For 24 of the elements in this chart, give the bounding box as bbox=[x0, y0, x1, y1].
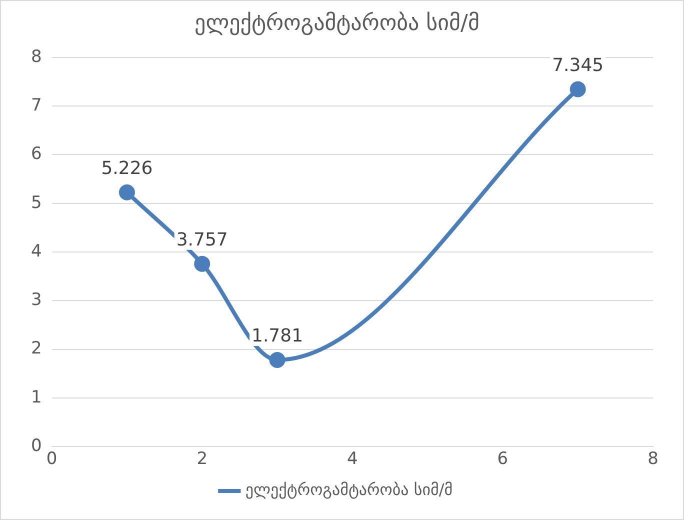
y-tick-label: 3 bbox=[30, 290, 42, 310]
y-tick-label: 6 bbox=[30, 144, 42, 164]
y-tick-label: 1 bbox=[30, 387, 42, 408]
y-tick-label: 8 bbox=[30, 46, 42, 67]
x-tick-label: 2 bbox=[196, 449, 208, 470]
point bbox=[570, 81, 586, 98]
data-label: 3.757 bbox=[176, 229, 228, 250]
y-tick-label: 5 bbox=[30, 192, 42, 213]
y-tick-label: 0 bbox=[30, 436, 42, 456]
legend-label: ელექტროგამტარობა სიმ/მ bbox=[245, 480, 453, 500]
y-tick-label: 7 bbox=[30, 95, 42, 116]
point bbox=[118, 184, 135, 200]
x-tick-label: 6 bbox=[497, 449, 508, 470]
x-tick-label: 4 bbox=[346, 449, 358, 470]
data-label: 5.226 bbox=[101, 158, 153, 180]
y-tick-label: 4 bbox=[30, 241, 42, 262]
x-tick-label: 8 bbox=[648, 449, 658, 470]
data-label: 7.345 bbox=[552, 54, 604, 76]
point bbox=[194, 256, 210, 272]
point bbox=[269, 352, 286, 368]
x-tick-label: 0 bbox=[46, 449, 58, 470]
y-tick-label: 2 bbox=[30, 338, 42, 359]
data-label: 1.781 bbox=[251, 326, 304, 347]
chart-title: ელექტროგამტარობა სიმ/მ bbox=[194, 10, 480, 36]
